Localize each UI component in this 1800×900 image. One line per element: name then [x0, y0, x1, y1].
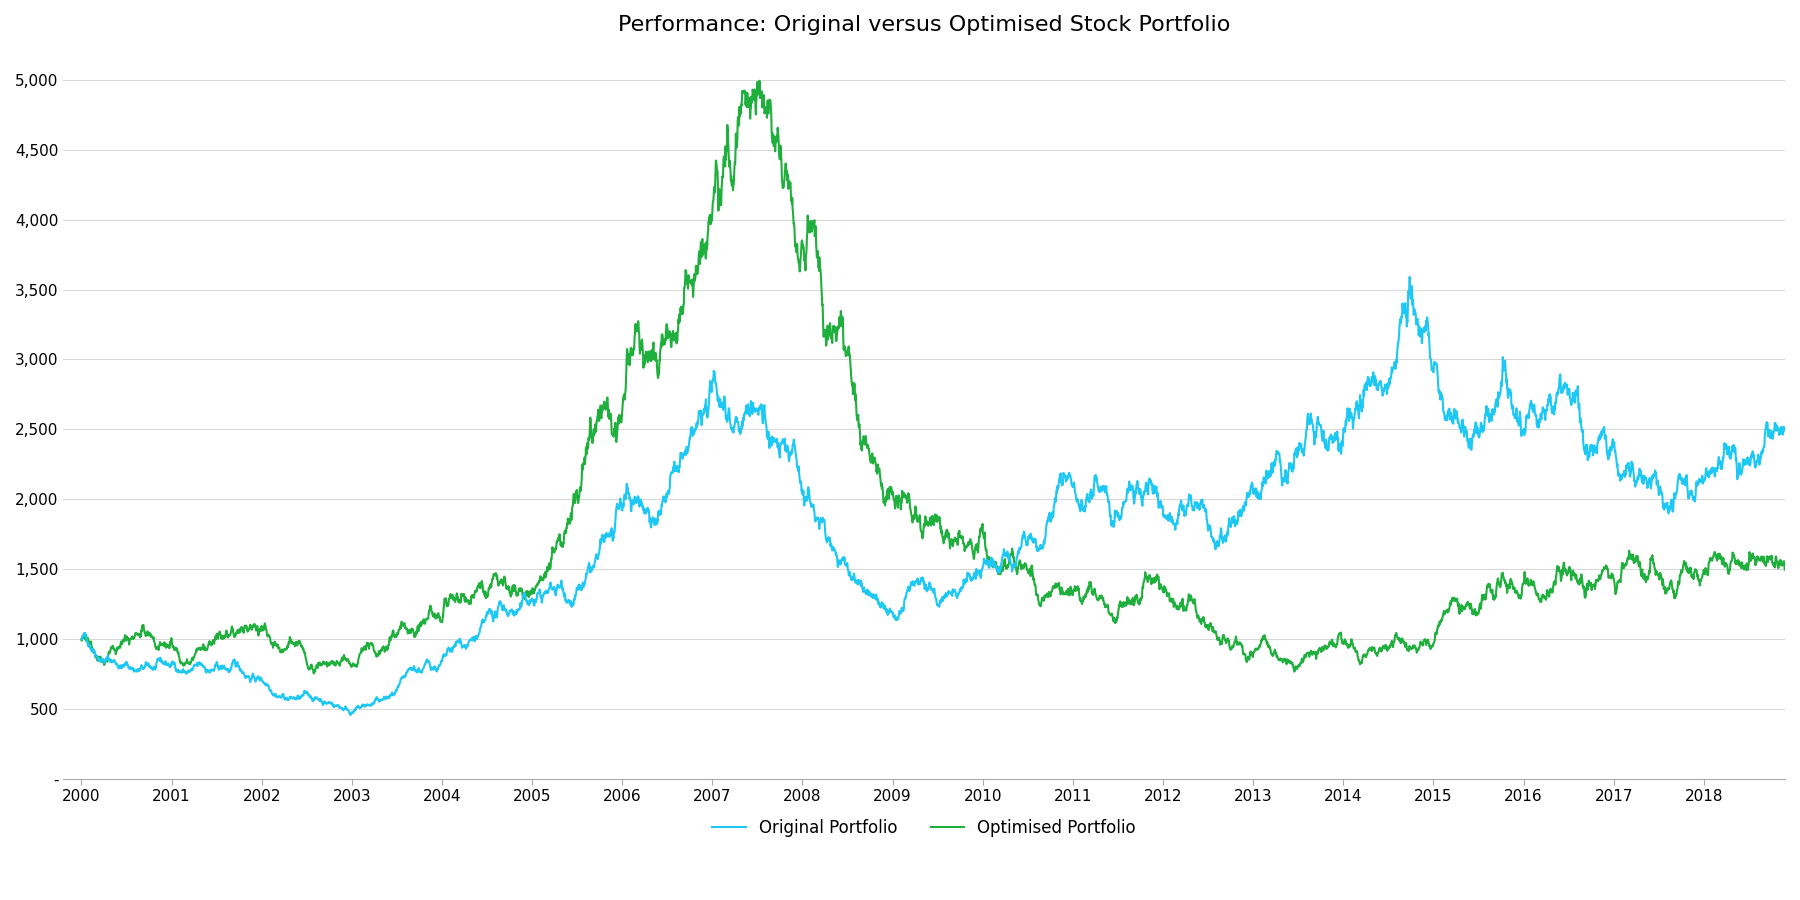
Original Portfolio: [729, 425, 751, 436]
Optimised Portfolio: [1784, 558, 1800, 569]
Optimised Portfolio: [130, 630, 151, 641]
Optimised Portfolio: [70, 634, 92, 644]
Original Portfolio: [340, 709, 362, 720]
Line: Original Portfolio: Original Portfolio: [81, 277, 1795, 715]
Original Portfolio: [1377, 379, 1399, 390]
Optimised Portfolio: [1069, 595, 1091, 606]
Legend: Original Portfolio, Optimised Portfolio: Original Portfolio, Optimised Portfolio: [706, 812, 1143, 843]
Original Portfolio: [1784, 463, 1800, 473]
Optimised Portfolio: [1116, 599, 1138, 610]
Original Portfolio: [1069, 500, 1091, 510]
Original Portfolio: [1399, 272, 1420, 283]
Original Portfolio: [70, 634, 92, 644]
Original Portfolio: [130, 662, 151, 673]
Optimised Portfolio: [749, 76, 770, 86]
Optimised Portfolio: [302, 668, 324, 679]
Title: Performance: Original versus Optimised Stock Portfolio: Performance: Original versus Optimised S…: [617, 15, 1231, 35]
Optimised Portfolio: [877, 485, 898, 496]
Original Portfolio: [877, 604, 898, 615]
Optimised Portfolio: [729, 111, 751, 122]
Original Portfolio: [1116, 496, 1138, 507]
Optimised Portfolio: [1377, 643, 1399, 653]
Line: Optimised Portfolio: Optimised Portfolio: [81, 81, 1795, 673]
